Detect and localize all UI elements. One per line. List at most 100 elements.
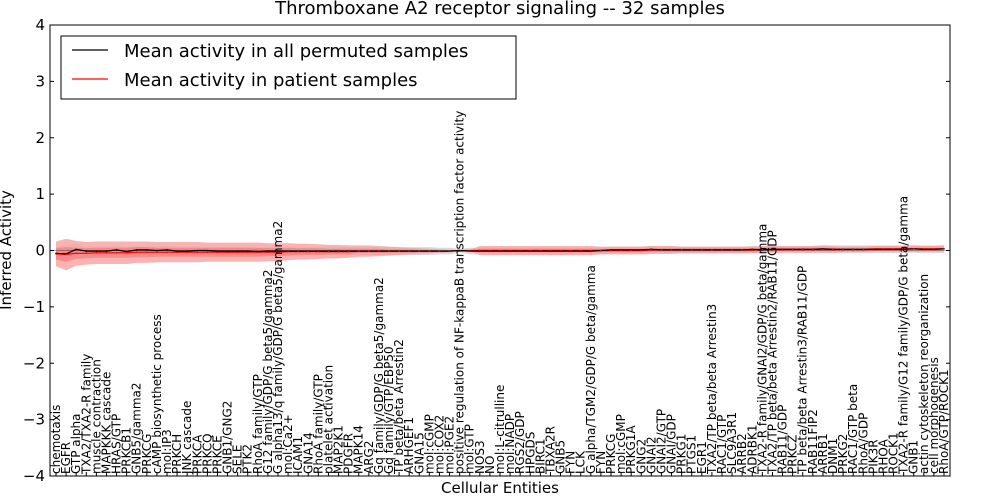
legend-label-patient: Mean activity in patient samples	[124, 70, 418, 91]
patient-point	[186, 251, 188, 253]
entity-label: muscle contraction	[89, 359, 103, 474]
patient-point	[226, 251, 229, 253]
patient-point	[761, 248, 764, 251]
permuted-point	[206, 249, 209, 252]
entity-label: HRAS/GTP	[110, 414, 124, 474]
entity-label: GNAI2	[644, 436, 658, 474]
y-tick-label: 4	[35, 16, 45, 34]
entity-label: FYN	[594, 451, 608, 474]
entity-label: SELE	[231, 445, 245, 474]
patient-point	[822, 248, 824, 251]
legend: Mean activity in all permuted samples Me…	[60, 35, 517, 100]
patient-point	[600, 249, 602, 252]
patient-point	[872, 248, 875, 250]
patient-point	[357, 250, 360, 252]
patient-point	[297, 250, 300, 253]
patient-point	[156, 251, 158, 253]
patient-point	[378, 250, 380, 252]
patient-point	[277, 251, 279, 253]
entity-label: TXA2/TP beta/beta Arrestin2/RAB11/GDP	[766, 230, 780, 475]
entity-label: mol:COX2	[433, 415, 447, 474]
y-tick-label: 0	[35, 242, 45, 260]
permuted-point	[216, 250, 219, 252]
patient-point	[620, 249, 622, 252]
patient-point	[741, 249, 743, 251]
patient-point	[95, 252, 98, 254]
patient-point	[650, 249, 653, 251]
permuted-point	[226, 250, 229, 252]
patient-outer-band	[56, 238, 944, 271]
permuted-point	[85, 250, 88, 252]
patient-point	[196, 251, 199, 253]
patient-point	[529, 249, 532, 252]
entity-label: DNM1	[826, 438, 840, 474]
patient-point	[458, 249, 461, 252]
entity-label: RHOA	[877, 438, 891, 474]
entity-label: mol:L-citrulline	[493, 385, 507, 474]
patient-point	[781, 248, 784, 251]
entity-label: JNK cascade	[180, 401, 194, 475]
patient-point	[479, 249, 481, 252]
entity-label: PRKCQ	[200, 433, 214, 474]
patient-point	[771, 248, 774, 251]
entity-label: TXA2/TP beta/beta Arrestin3	[705, 304, 719, 475]
entity-label: RhoA/GDP	[856, 413, 870, 474]
entity-label: PRKG2	[836, 434, 850, 474]
entity-label: cell morphogenesis	[927, 357, 941, 474]
patient-point	[347, 250, 350, 253]
entity-label: G alpha/TGM2/GDP/G beta/gamma	[584, 265, 598, 474]
legend-box	[60, 35, 517, 100]
patient-point	[287, 250, 289, 253]
patient-point	[852, 248, 854, 251]
entity-label: GTP alpha	[69, 413, 83, 474]
patient-point	[912, 248, 915, 250]
patient-point	[801, 248, 804, 251]
entity-label: G12 family/GDP/G beta5/gamma2	[261, 270, 275, 474]
entity-label: GNB5	[554, 440, 568, 474]
y-tick-label: −3	[23, 411, 45, 429]
patient-point	[398, 250, 400, 252]
entity-label: NO	[483, 456, 497, 474]
y-tick-label: 3	[35, 72, 45, 90]
entity-label: TP beta/beta Arrestin2	[392, 339, 406, 475]
entity-label: LCK	[574, 450, 588, 474]
entity-label: TXA2/TXA2-R family	[79, 354, 93, 475]
patient-point	[791, 248, 794, 251]
entity-label: EGR1	[695, 441, 709, 474]
entity-label: RGS2/GDP	[513, 411, 527, 474]
entity-label: GNAI2/GTP	[655, 409, 669, 474]
entity-label: ARRB2	[735, 433, 749, 474]
entity-label: BIRC1	[533, 438, 547, 474]
patient-point	[670, 249, 673, 251]
permuted-point	[166, 249, 168, 251]
patient-point	[337, 250, 340, 253]
patient-point	[55, 253, 57, 255]
entity-label: PRKCG	[604, 434, 618, 474]
patient-point	[590, 249, 592, 252]
patient-point	[579, 249, 582, 252]
permuted-point	[95, 250, 98, 252]
entity-label: PRKCH	[170, 434, 184, 474]
y-tick-label: −2	[23, 354, 45, 372]
permuted-point	[277, 250, 279, 252]
patient-point	[166, 251, 168, 253]
patient-point	[257, 251, 259, 253]
entity-label: mol:PGE2	[443, 416, 457, 474]
patient-point	[862, 248, 865, 251]
permuted-point	[196, 249, 199, 252]
entity-label: Gq family/GDP/G beta5/gamma2	[372, 277, 386, 474]
permuted-point	[146, 249, 148, 251]
entity-label: HPGDS	[523, 432, 537, 474]
entity-label: PRKCG	[140, 434, 154, 474]
permuted-point	[246, 250, 249, 252]
entity-label: FYN	[564, 451, 578, 474]
patient-point	[509, 249, 511, 252]
y-axis-ticks: −4 −3 −2 −1 0 1 2 3 4	[23, 16, 950, 485]
patient-point	[236, 251, 239, 253]
patient-point	[216, 251, 219, 253]
entity-label: MAPKKK cascade	[100, 372, 114, 474]
patient-point	[902, 248, 905, 250]
entity-label: mol:cGMP	[614, 414, 628, 474]
patient-point	[721, 249, 723, 251]
